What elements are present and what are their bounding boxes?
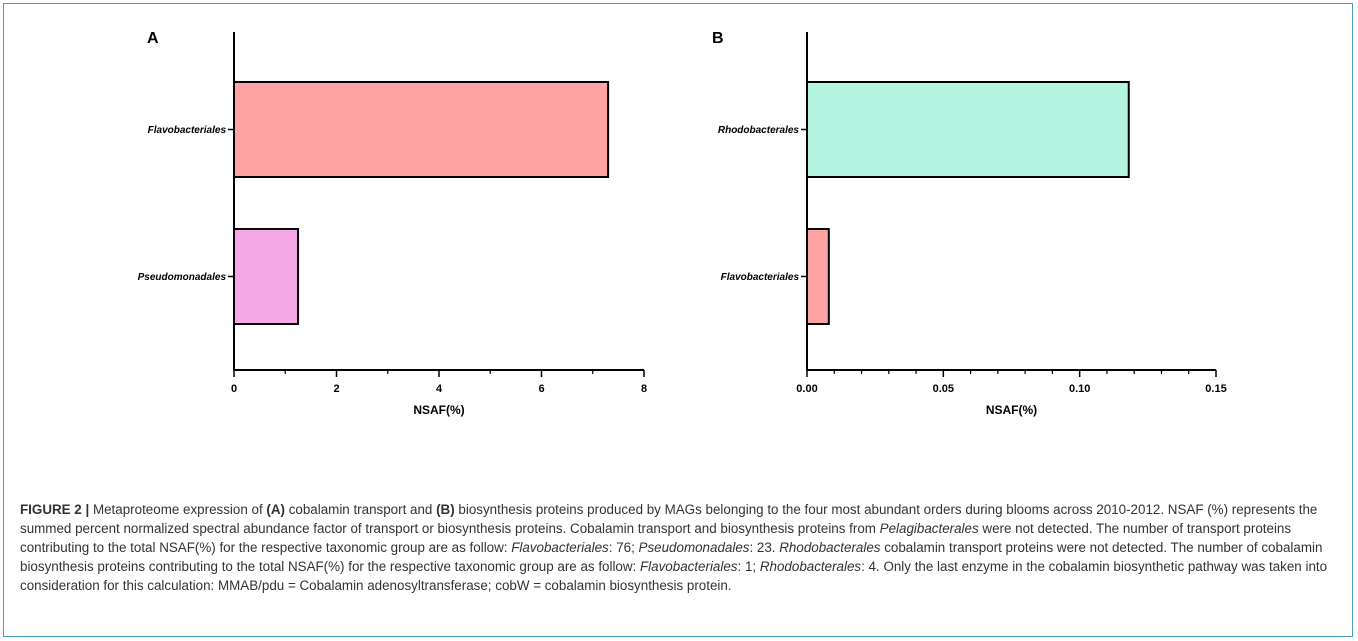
- x-tick-label: 0.10: [1069, 383, 1090, 395]
- caption-text: : 4. Only the last enzyme in the cobalam…: [20, 559, 1328, 593]
- x-axis-label: NSAF(%): [986, 403, 1037, 417]
- panel-b: B Rhodobacterales Flavobacteriales 0.00 0.05…: [712, 30, 1227, 417]
- x-tick-label: 6: [538, 383, 544, 395]
- x-tick-label: 8: [641, 383, 647, 395]
- caption-ref-a: (A): [266, 502, 285, 517]
- caption-text: : 1;: [737, 559, 760, 574]
- figure-charts: A Flavobacteriales Pseudomonadales 0 2 4 6 8 NSA…: [138, 30, 1227, 417]
- bar: [806, 228, 830, 325]
- caption-text: Metaproteome expression of: [89, 502, 267, 517]
- y-tick-label: Pseudomonadales: [138, 272, 227, 283]
- x-tick-label: 0.15: [1205, 383, 1226, 395]
- bar: [233, 81, 610, 178]
- y-tick-label: Flavobacteriales: [148, 125, 227, 136]
- caption-text: biosynthesis proteins produced by MAGs b…: [20, 502, 1318, 536]
- caption-taxon: Pelagibacterales: [879, 521, 979, 536]
- x-axis-label: NSAF(%): [413, 403, 464, 417]
- y-tick-label: Flavobacteriales: [721, 272, 800, 283]
- panel-a: A Flavobacteriales Pseudomonadales 0 2 4 6 8 NSA…: [138, 30, 647, 417]
- figure-frame: [3, 3, 1353, 637]
- x-tick-label: 0.05: [933, 383, 954, 395]
- bar: [233, 228, 300, 325]
- y-tick-label: Rhodobacterales: [718, 125, 800, 136]
- figure-caption: FIGURE 2 | Metaproteome expression of (A…: [20, 500, 1340, 595]
- caption-taxon: Flavobacteriales: [640, 559, 738, 574]
- caption-text: were not detected. The number of transpo…: [20, 521, 1292, 555]
- x-tick-label: 0: [231, 383, 237, 395]
- x-tick-label: 4: [436, 383, 443, 395]
- caption-text: : 23.: [749, 540, 780, 555]
- panel-label: A: [147, 30, 159, 47]
- caption-taxon: Rhodobacterales: [759, 559, 862, 574]
- caption-taxon: Pseudomonadales: [638, 540, 750, 555]
- caption-taxon: Rhodobacterales: [779, 540, 881, 555]
- caption-ref-b: (B): [436, 502, 455, 517]
- caption-label: FIGURE 2 |: [20, 502, 90, 517]
- x-tick-label: 0.00: [796, 383, 817, 395]
- caption-text: cobalamin transport proteins were not de…: [20, 540, 1323, 574]
- caption-text: : 76;: [608, 540, 639, 555]
- caption-text: cobalamin transport and: [284, 502, 437, 517]
- x-tick-label: 2: [333, 383, 339, 395]
- bar: [806, 81, 1130, 178]
- caption-taxon: Flavobacteriales: [511, 540, 609, 555]
- panel-label: B: [712, 30, 724, 47]
